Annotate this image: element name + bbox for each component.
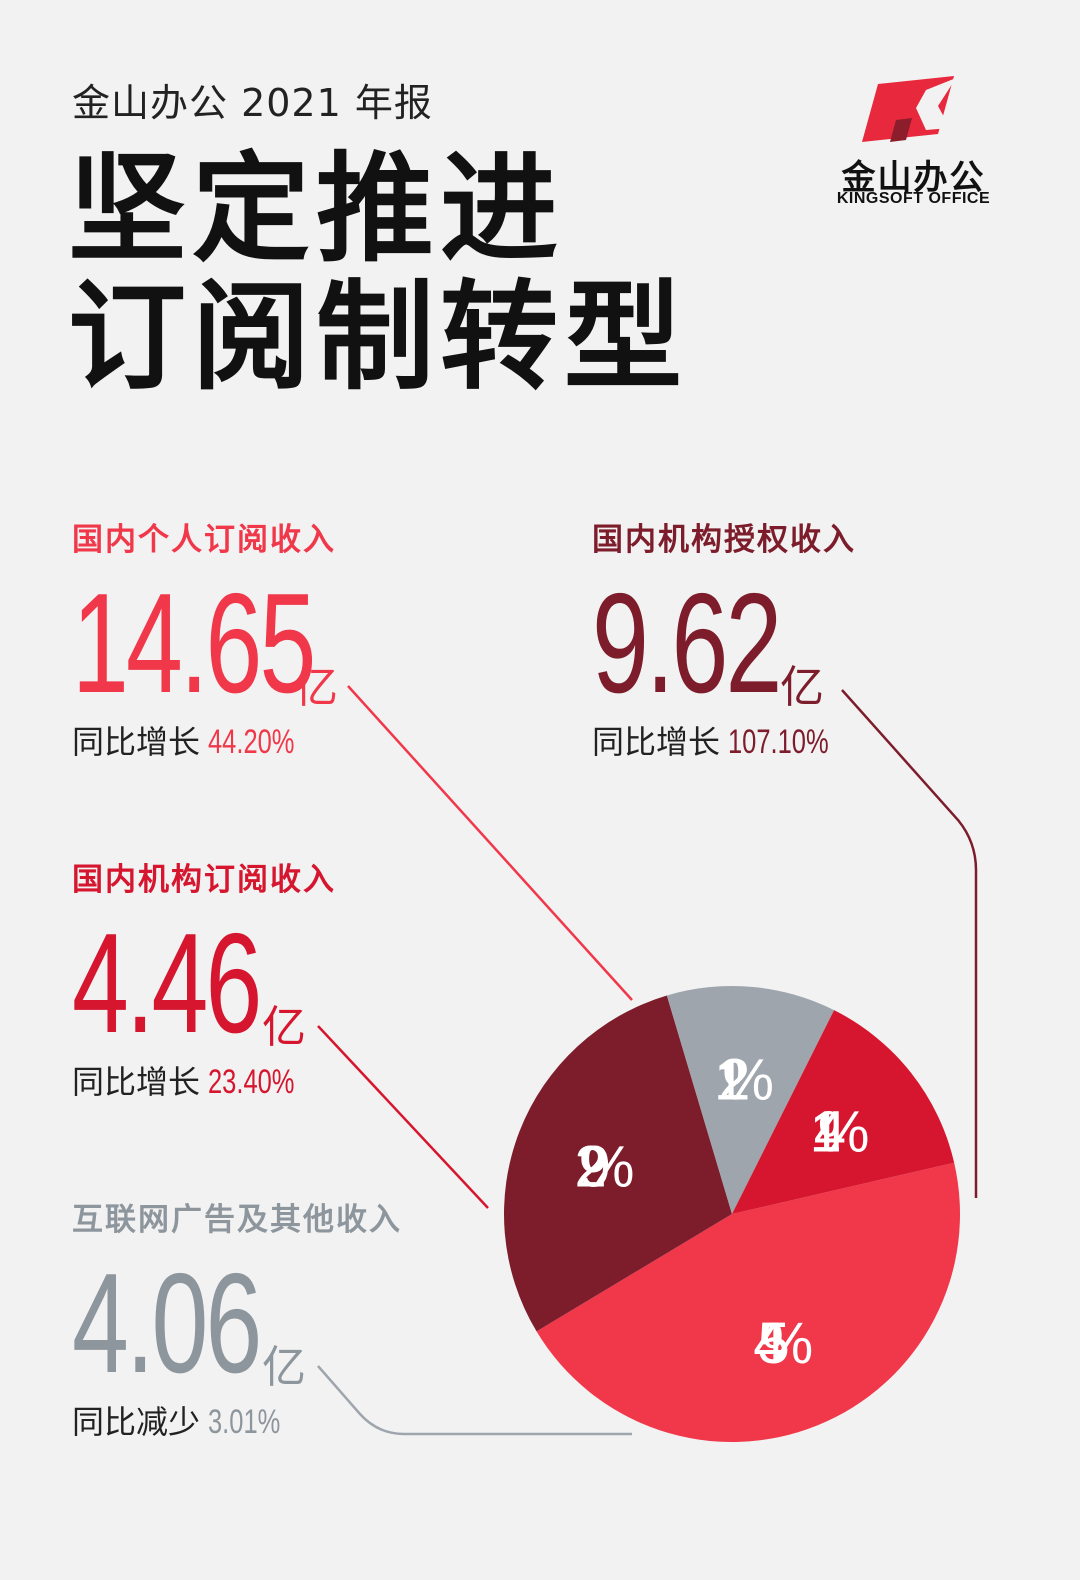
logo-mark-icon: [862, 76, 956, 142]
pie-slice-2: [666, 986, 835, 1214]
block-institution-subscription: 国内机构订阅收入 4.46 亿 同比增长 23.40%: [72, 862, 336, 1103]
leader-line-personal: [347, 685, 633, 1001]
report-subtitle: 金山办公 2021 年报: [72, 81, 433, 125]
block-personal-subscription: 国内个人订阅收入 14.65 亿 同比增长 44.20%: [72, 522, 407, 763]
block-ads-other: 互联网广告及其他收入 4.06 亿 同比减少 3.01%: [72, 1202, 402, 1443]
block-value: 4.46: [72, 904, 262, 1064]
pie-slice-1: [503, 995, 732, 1332]
logo-text-cn: 金山办公: [841, 158, 986, 198]
block-change-label: 同比增长: [72, 1063, 201, 1102]
block-unit: 亿: [262, 1002, 306, 1054]
block-value: 9.62: [592, 564, 782, 724]
pie-slice-label-1: 29%: [574, 1135, 634, 1200]
page-title-line-1: 坚定推进: [68, 140, 565, 278]
block-value: 14.65: [72, 564, 316, 724]
block-change-label: 同比增长: [72, 723, 201, 762]
block-label: 国内机构订阅收入: [72, 862, 336, 898]
block-change-label: 同比增长: [592, 723, 721, 762]
leader-line-license: [841, 689, 978, 1198]
block-change-value: 23.40%: [208, 1063, 295, 1102]
block-value: 4.06: [72, 1244, 262, 1404]
block-change-label: 同比减少: [72, 1403, 201, 1442]
block-institution-license: 国内机构授权收入 9.62 亿 同比增长 107.10%: [592, 522, 862, 763]
block-unit: 亿: [294, 662, 338, 714]
block-unit: 亿: [780, 662, 824, 714]
kingsoft-office-logo: 金山办公 KINGSOFT OFFICE: [826, 72, 1001, 212]
block-unit: 亿: [262, 1342, 306, 1394]
block-label: 国内个人订阅收入: [72, 522, 336, 558]
pie-slice-label-2: 12%: [714, 1048, 774, 1113]
block-change-value: 107.10%: [728, 723, 829, 762]
pie-slice-3: [732, 1010, 955, 1214]
block-change-value: 3.01%: [208, 1403, 281, 1442]
pie-slice-label-3: 14%: [810, 1099, 870, 1164]
pie-slice-0: [536, 1162, 961, 1442]
page-title-line-2: 订阅制转型: [68, 268, 689, 406]
pie-slice-label-0: 45%: [753, 1311, 813, 1376]
block-label: 互联网广告及其他收入: [72, 1202, 402, 1238]
block-change-value: 44.20%: [208, 723, 295, 762]
leader-line-institution: [317, 1025, 489, 1209]
block-label: 国内机构授权收入: [592, 522, 856, 558]
leader-line-ads: [317, 1365, 632, 1436]
logo-text-en: KINGSOFT OFFICE: [836, 190, 991, 207]
